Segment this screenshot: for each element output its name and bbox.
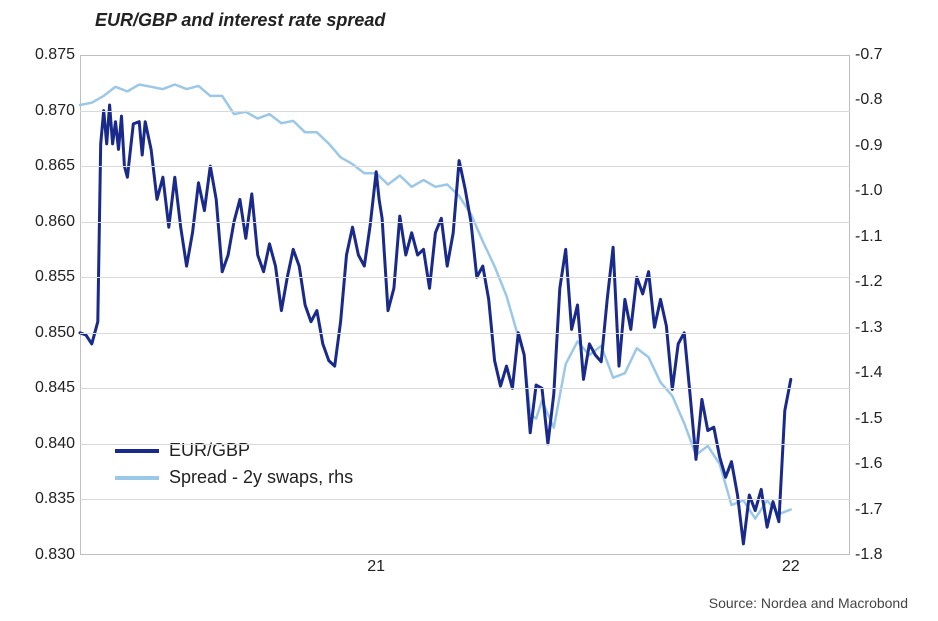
- y-right-tick: -0.9: [855, 137, 883, 155]
- gridline: [80, 388, 850, 389]
- x-tick: 22: [782, 558, 800, 576]
- y-right-tick: -1.2: [855, 273, 883, 291]
- y-left-tick: 0.870: [5, 102, 75, 120]
- y-left-tick: 0.845: [5, 379, 75, 397]
- source-label: Source: Nordea and Macrobond: [709, 595, 908, 611]
- chart-title: EUR/GBP and interest rate spread: [95, 10, 385, 31]
- y-left-tick: 0.860: [5, 213, 75, 231]
- y-left-tick: 0.830: [5, 546, 75, 564]
- y-right-tick: -1.6: [855, 455, 883, 473]
- legend-swatch: [115, 449, 159, 453]
- y-right-tick: -0.7: [855, 46, 883, 64]
- gridline: [80, 222, 850, 223]
- gridline: [80, 333, 850, 334]
- chart-container: EUR/GBP and interest rate spread EUR/GBP…: [0, 0, 938, 621]
- legend: EUR/GBPSpread - 2y swaps, rhs: [115, 440, 353, 494]
- y-left-tick: 0.835: [5, 490, 75, 508]
- y-left-tick: 0.840: [5, 435, 75, 453]
- gridline: [80, 499, 850, 500]
- y-left-tick: 0.855: [5, 268, 75, 286]
- y-right-tick: -1.0: [855, 182, 883, 200]
- gridline: [80, 277, 850, 278]
- y-right-tick: -1.7: [855, 501, 883, 519]
- x-tick: 21: [367, 558, 385, 576]
- y-left-tick: 0.850: [5, 324, 75, 342]
- y-right-tick: -1.3: [855, 319, 883, 337]
- legend-label: Spread - 2y swaps, rhs: [169, 467, 353, 488]
- y-left-tick: 0.865: [5, 157, 75, 175]
- gridline: [80, 111, 850, 112]
- legend-swatch: [115, 476, 159, 480]
- gridline: [80, 444, 850, 445]
- y-right-tick: -1.5: [855, 410, 883, 428]
- y-right-tick: -0.8: [855, 91, 883, 109]
- y-right-tick: -1.1: [855, 228, 883, 246]
- y-right-tick: -1.4: [855, 364, 883, 382]
- y-right-tick: -1.8: [855, 546, 883, 564]
- y-left-tick: 0.875: [5, 46, 75, 64]
- legend-item: Spread - 2y swaps, rhs: [115, 467, 353, 488]
- gridline: [80, 166, 850, 167]
